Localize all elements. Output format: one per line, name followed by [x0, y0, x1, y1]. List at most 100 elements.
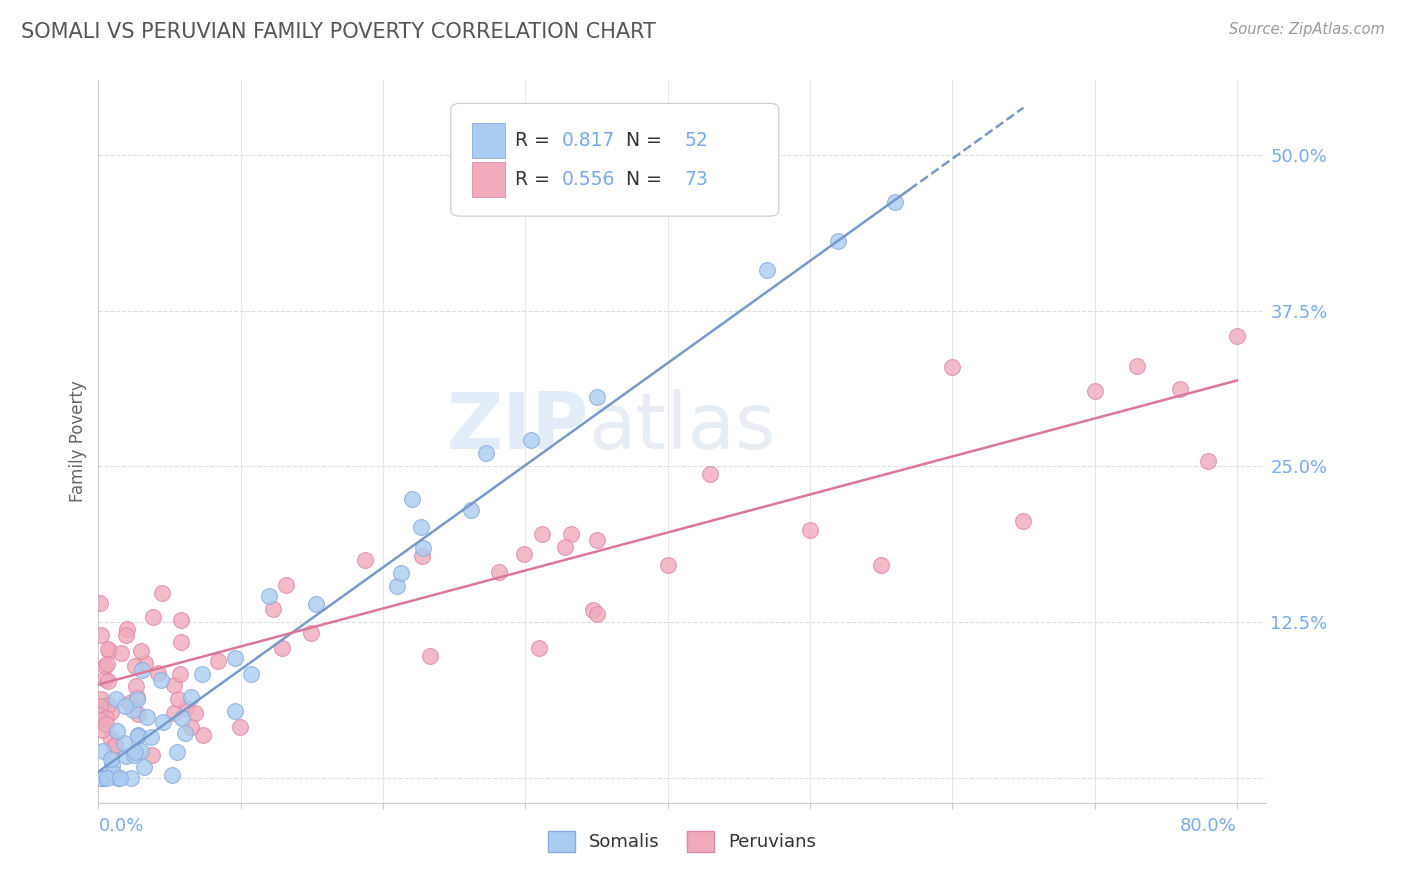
Point: [98, 644, 121, 658]
Point: [100, 732, 122, 747]
Point: [756, 263, 779, 277]
Point: [89, 699, 111, 714]
Point: [554, 540, 576, 554]
Point: [118, 696, 141, 710]
Point: [169, 667, 191, 681]
Point: [91, 771, 114, 785]
Point: [1012, 514, 1035, 528]
Point: [96, 711, 118, 725]
Point: [513, 547, 536, 561]
Point: [224, 650, 246, 665]
Point: [475, 446, 498, 460]
Point: [91, 771, 114, 785]
Point: [114, 749, 136, 764]
Point: [100, 752, 122, 766]
Text: ZIP: ZIP: [446, 389, 589, 465]
Point: [391, 566, 413, 580]
Text: 0.817: 0.817: [562, 131, 614, 150]
Point: [115, 628, 138, 642]
Point: [139, 731, 162, 745]
Point: [529, 640, 551, 655]
Y-axis label: Family Poverty: Family Poverty: [69, 381, 87, 502]
Point: [585, 607, 607, 622]
Point: [412, 541, 434, 555]
Point: [274, 578, 297, 592]
Point: [124, 659, 146, 673]
Point: [460, 503, 482, 517]
Point: [125, 692, 148, 706]
Point: [166, 745, 188, 759]
Point: [152, 714, 174, 729]
Point: [585, 533, 607, 547]
Point: [271, 640, 294, 655]
Point: [173, 726, 195, 740]
Point: [90, 628, 112, 642]
Point: [411, 520, 433, 534]
Point: [90, 692, 112, 706]
Point: [184, 706, 207, 720]
Text: R =: R =: [515, 131, 555, 150]
Point: [135, 709, 157, 723]
Point: [1198, 454, 1220, 468]
Point: [163, 678, 186, 692]
Point: [657, 558, 679, 573]
Point: [531, 527, 554, 541]
Point: [257, 589, 280, 603]
Point: [180, 690, 202, 705]
Point: [146, 665, 169, 680]
Point: [87, 707, 110, 722]
Point: [150, 586, 173, 600]
Legend: Somalis, Peruvians: Somalis, Peruvians: [540, 823, 824, 859]
Point: [105, 692, 128, 706]
Point: [299, 626, 322, 640]
Point: [127, 729, 149, 743]
Point: [97, 641, 120, 656]
Text: 0.0%: 0.0%: [98, 817, 143, 835]
Point: [262, 602, 284, 616]
FancyBboxPatch shape: [451, 103, 779, 216]
Point: [94, 716, 117, 731]
Text: 73: 73: [685, 169, 709, 189]
Point: [124, 747, 146, 762]
Point: [224, 704, 246, 718]
Point: [305, 597, 328, 611]
Point: [124, 745, 146, 759]
Point: [90, 723, 112, 738]
Point: [560, 526, 582, 541]
Text: SOMALI VS PERUVIAN FAMILY POVERTY CORRELATION CHART: SOMALI VS PERUVIAN FAMILY POVERTY CORREL…: [21, 22, 657, 42]
Point: [129, 744, 152, 758]
Text: N =: N =: [614, 169, 668, 189]
Point: [91, 744, 114, 758]
Point: [127, 728, 149, 742]
Point: [104, 739, 127, 753]
Point: [585, 390, 607, 404]
Point: [354, 553, 377, 567]
Point: [799, 523, 821, 537]
Point: [229, 719, 252, 733]
Point: [112, 736, 135, 750]
Point: [827, 234, 849, 248]
Point: [163, 706, 186, 720]
Text: R =: R =: [515, 169, 555, 189]
Point: [160, 768, 183, 782]
Point: [582, 603, 605, 617]
Point: [89, 713, 111, 727]
Text: 52: 52: [685, 131, 709, 150]
Point: [411, 549, 433, 564]
Point: [100, 705, 122, 719]
Point: [387, 579, 409, 593]
Point: [96, 771, 118, 785]
Point: [125, 679, 148, 693]
Point: [101, 757, 124, 772]
Point: [401, 492, 423, 507]
Point: [89, 596, 111, 610]
Point: [170, 711, 193, 725]
Point: [142, 610, 165, 624]
Point: [207, 654, 229, 668]
Point: [121, 703, 143, 717]
Point: [94, 672, 117, 686]
Point: [127, 690, 149, 704]
Text: 80.0%: 80.0%: [1180, 817, 1237, 835]
Point: [520, 433, 543, 447]
Point: [488, 566, 510, 580]
